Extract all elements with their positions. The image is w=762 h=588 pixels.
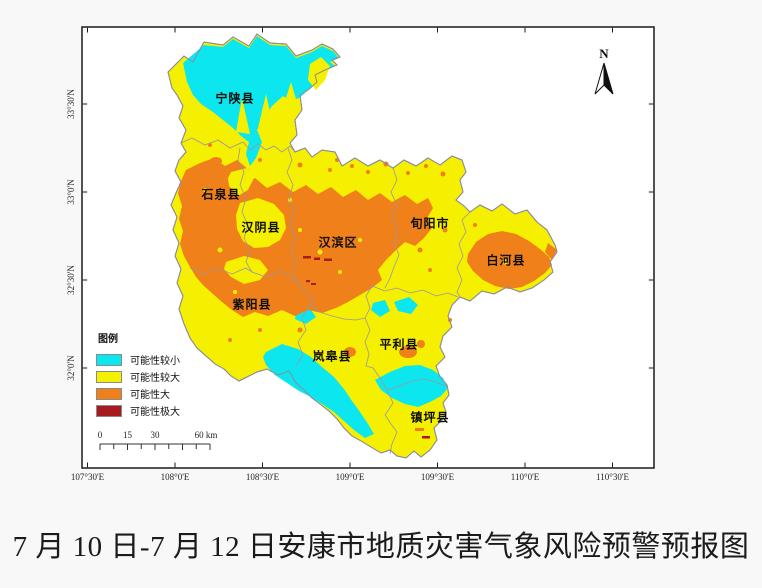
risk-layer-low bbox=[183, 36, 448, 438]
scalebar-label: 60 km bbox=[194, 430, 218, 440]
county-label-shiquan: 石泉县 bbox=[201, 187, 241, 202]
legend-swatch-medium bbox=[96, 370, 122, 383]
county-label-ziyang: 紫阳县 bbox=[232, 297, 272, 312]
y-axis-label: 33°0'N bbox=[66, 179, 76, 205]
scalebar-label: 0 bbox=[97, 430, 103, 440]
county-label-hanyin: 汉阴县 bbox=[241, 220, 281, 235]
y-axis-label: 32°0'N bbox=[66, 355, 76, 381]
legend-label: 可能性较小 bbox=[130, 356, 180, 367]
legend-item-high: 可能性大 bbox=[96, 385, 180, 402]
scale-bar bbox=[99, 443, 211, 450]
risk-layer-extreme bbox=[303, 256, 430, 439]
x-axis-label: 110°0'E bbox=[510, 472, 540, 482]
page-title: 7 月 10 日-7 月 12 日安康市地质灾害气象风险预警预报图 bbox=[12, 531, 750, 563]
county-label-pingli: 平利县 bbox=[379, 337, 419, 352]
x-axis-label: 108°0'E bbox=[160, 472, 190, 482]
legend-label: 可能性较大 bbox=[130, 373, 180, 384]
legend-swatch-low bbox=[96, 353, 122, 366]
y-axis-label: 32°30'N bbox=[66, 265, 76, 295]
x-axis-label: 108°30'E bbox=[245, 472, 280, 482]
county-label-ningshan: 宁陕县 bbox=[215, 91, 255, 106]
scalebar-label: 30 bbox=[150, 430, 160, 440]
axis-ticks bbox=[82, 27, 654, 468]
y-axis-label: 33°30'N bbox=[66, 89, 76, 119]
county-label-baihe: 白河县 bbox=[486, 253, 526, 268]
x-axis-label: 107°30'E bbox=[70, 472, 105, 482]
county-label-hanbin: 汉滨区 bbox=[318, 235, 358, 250]
north-arrow-label: N bbox=[599, 46, 609, 61]
county-label-xunyang: 旬阳市 bbox=[410, 216, 450, 231]
x-axis-label: 109°0'E bbox=[335, 472, 365, 482]
legend: 图例 可能性较小 可能性较大 可能性大 可能性极大 bbox=[96, 330, 180, 419]
legend-swatch-extreme bbox=[96, 404, 122, 417]
legend-label: 可能性大 bbox=[130, 390, 170, 401]
legend-item-low: 可能性较小 bbox=[96, 351, 180, 368]
texture-yellow-fingers bbox=[236, 57, 330, 134]
region-outline-stroke bbox=[167, 33, 558, 459]
legend-label: 可能性极大 bbox=[130, 407, 180, 418]
north-arrow-icon bbox=[594, 62, 614, 95]
legend-item-extreme: 可能性极大 bbox=[96, 402, 180, 419]
legend-item-medium: 可能性较大 bbox=[96, 368, 180, 385]
x-axis-label: 109°30'E bbox=[420, 472, 455, 482]
legend-swatch-high bbox=[96, 387, 122, 400]
x-axis-label: 110°30'E bbox=[596, 472, 629, 482]
scalebar-label: 15 bbox=[123, 430, 132, 440]
county-label-zhenping: 镇坪县 bbox=[410, 410, 450, 425]
county-label-langao: 岚皋县 bbox=[312, 349, 352, 364]
legend-title: 图例 bbox=[98, 334, 118, 345]
county-boundaries bbox=[180, 137, 471, 455]
